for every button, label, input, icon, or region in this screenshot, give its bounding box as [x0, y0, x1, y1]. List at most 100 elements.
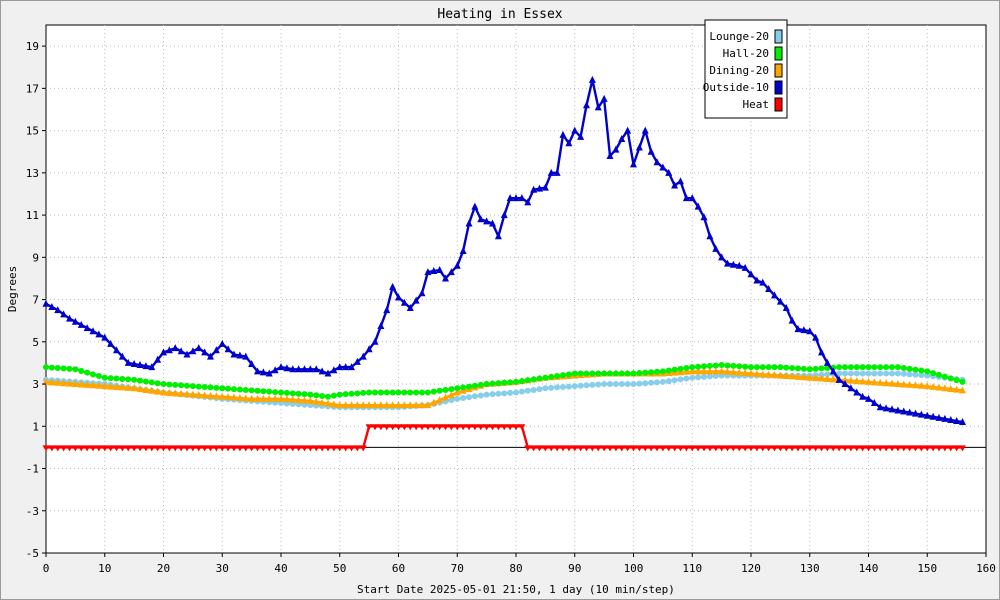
data-point — [119, 375, 126, 382]
data-point — [506, 194, 514, 202]
data-point — [130, 445, 138, 452]
data-point — [759, 278, 767, 286]
data-point — [66, 445, 73, 452]
data-point — [318, 445, 326, 452]
data-point — [642, 380, 649, 387]
y-tick-label: 1 — [32, 420, 39, 433]
data-point — [236, 351, 244, 359]
data-point — [823, 374, 831, 382]
data-point — [178, 382, 185, 389]
data-point — [359, 445, 367, 452]
data-point — [289, 395, 297, 403]
data-point — [589, 381, 596, 388]
data-point — [471, 202, 479, 210]
data-point — [154, 387, 162, 395]
data-point — [776, 445, 784, 452]
data-point — [183, 350, 191, 358]
data-point — [583, 382, 590, 389]
data-point — [900, 370, 907, 377]
data-point — [636, 380, 643, 387]
data-point — [789, 364, 796, 371]
data-point — [741, 369, 749, 377]
data-point — [794, 445, 802, 452]
data-point — [694, 445, 702, 452]
data-point — [512, 424, 520, 431]
data-point — [906, 371, 913, 378]
data-point — [565, 383, 572, 390]
legend-label: Heat — [743, 98, 770, 111]
data-point — [348, 363, 355, 371]
data-point — [689, 364, 696, 371]
data-point — [230, 445, 238, 452]
data-point — [118, 352, 126, 360]
data-point — [295, 396, 303, 404]
data-point — [400, 401, 408, 409]
data-point — [894, 364, 901, 371]
data-point — [859, 364, 866, 371]
data-point — [947, 384, 955, 392]
data-point — [266, 388, 273, 395]
data-point — [894, 445, 902, 452]
data-point — [906, 365, 913, 372]
data-point — [506, 424, 514, 431]
data-point — [630, 381, 637, 388]
data-point — [248, 445, 256, 452]
data-point — [883, 370, 890, 377]
data-point — [400, 298, 408, 306]
series-outside-10 — [42, 75, 966, 426]
data-point — [201, 445, 209, 452]
data-point — [219, 385, 226, 392]
data-point — [618, 381, 625, 388]
data-point — [448, 386, 455, 393]
data-point — [230, 393, 238, 401]
data-point — [48, 302, 56, 310]
data-point — [42, 299, 50, 307]
data-point — [701, 363, 707, 370]
data-point — [729, 368, 737, 376]
data-point — [688, 445, 696, 452]
y-tick-label: 19 — [26, 40, 39, 53]
data-point — [189, 347, 197, 355]
data-point — [43, 364, 49, 371]
data-point — [430, 267, 438, 275]
data-point — [71, 317, 79, 325]
data-point — [483, 217, 491, 225]
data-point — [201, 391, 209, 399]
data-point — [876, 445, 884, 452]
data-point — [518, 388, 525, 395]
legend-label: Hall-20 — [723, 47, 769, 60]
data-point — [125, 376, 132, 383]
data-point — [207, 384, 214, 391]
data-point — [729, 260, 737, 268]
data-point — [83, 324, 91, 332]
data-point — [612, 381, 619, 388]
data-point — [371, 337, 379, 345]
grid-lines — [46, 25, 986, 553]
data-point — [889, 370, 895, 377]
data-point — [835, 445, 843, 452]
data-point — [530, 185, 538, 193]
data-point — [695, 363, 702, 370]
data-point — [489, 380, 496, 387]
data-point — [641, 126, 649, 134]
data-point — [442, 393, 449, 401]
y-tick-label: 11 — [26, 209, 39, 222]
data-point — [853, 370, 860, 377]
data-point — [184, 382, 190, 389]
data-point — [501, 379, 508, 386]
data-point — [912, 366, 919, 373]
data-point — [330, 366, 338, 374]
data-point — [313, 392, 320, 399]
data-point — [54, 306, 62, 314]
x-tick-label: 70 — [451, 562, 464, 575]
data-point — [348, 390, 355, 397]
data-point — [935, 445, 943, 452]
data-point — [66, 365, 73, 372]
data-point — [418, 424, 426, 431]
data-point — [265, 394, 273, 402]
data-point — [248, 387, 255, 394]
data-point — [859, 392, 867, 400]
data-point — [265, 445, 273, 452]
data-point — [694, 202, 702, 210]
data-point — [683, 364, 690, 371]
